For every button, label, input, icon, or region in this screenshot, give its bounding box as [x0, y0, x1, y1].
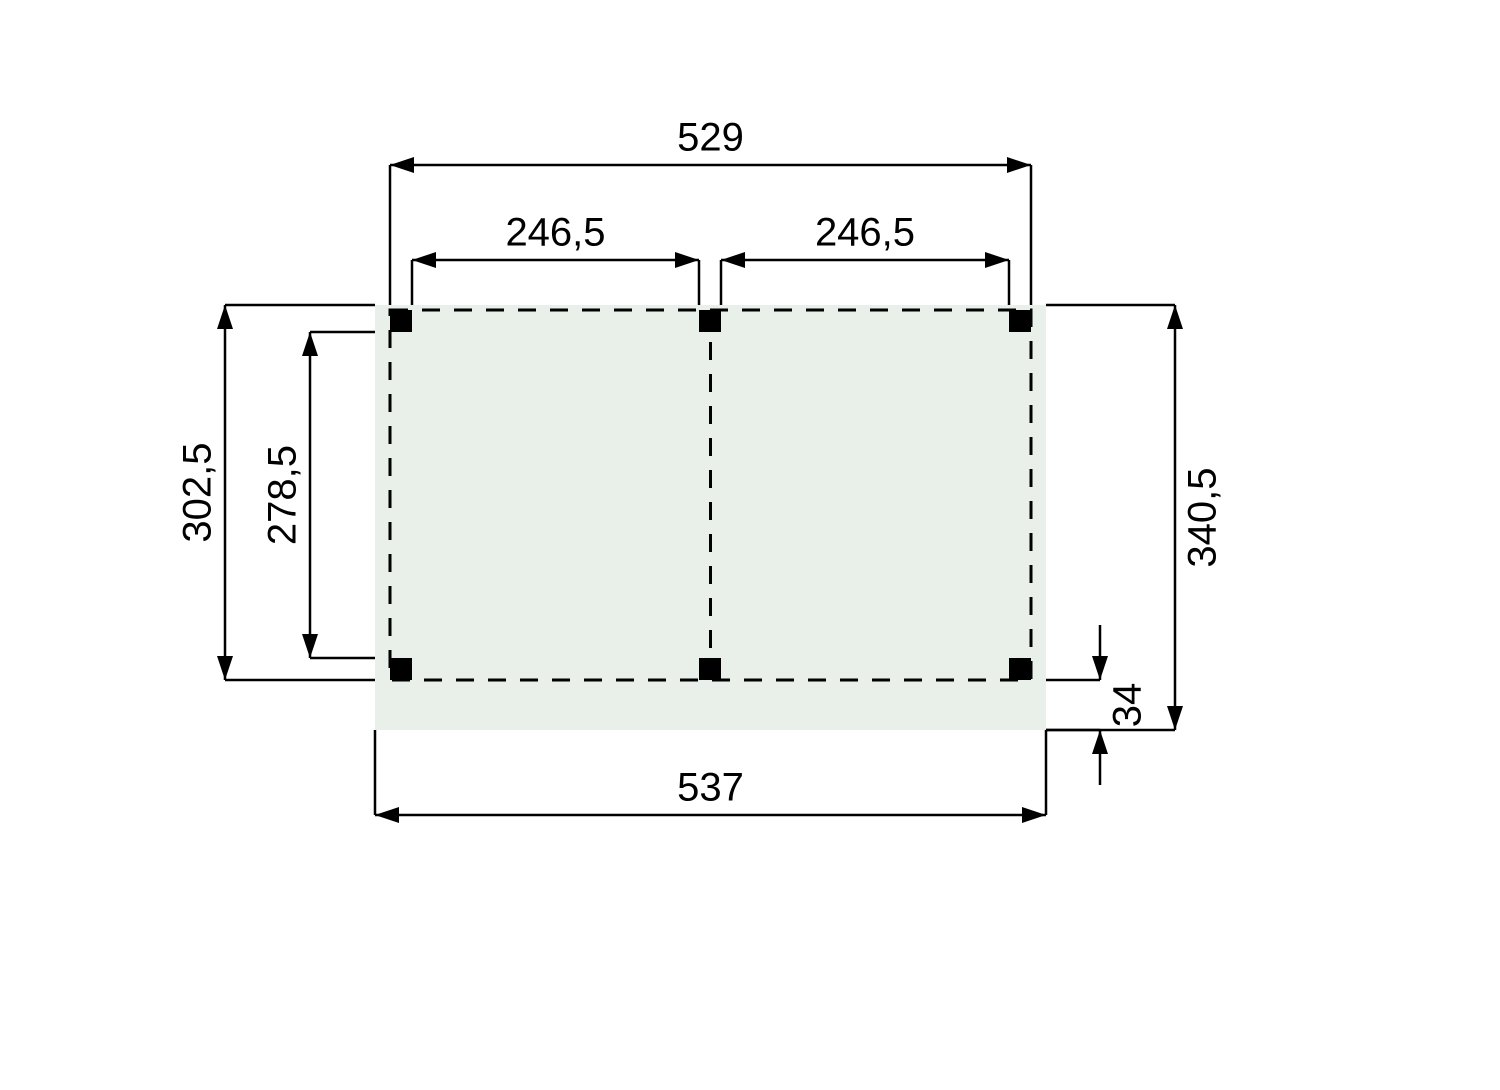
- dim-right-3405-label: 340,5: [1181, 467, 1225, 567]
- dim-right-3405: 340,5: [1046, 305, 1225, 730]
- dim-left-3025-label: 302,5: [176, 442, 220, 542]
- dim-right-34: 34: [1046, 625, 1150, 785]
- dim-bottom-537: 537: [375, 730, 1046, 815]
- post-marker: [390, 658, 412, 680]
- dim-top-529-label: 529: [677, 116, 744, 160]
- post-marker: [1009, 310, 1031, 332]
- dim-bottom-537-label: 537: [677, 766, 744, 810]
- dim-top-right-2465-label: 246,5: [815, 211, 915, 255]
- post-marker: [699, 310, 721, 332]
- dim-right-34-label: 34: [1106, 683, 1150, 728]
- technical-floor-plan: 529 246,5 246,5 537 302,5 278,5 340,5 34: [0, 0, 1500, 1090]
- post-marker: [1009, 658, 1031, 680]
- dim-top-left-2465-label: 246,5: [505, 211, 605, 255]
- post-marker: [390, 310, 412, 332]
- dim-left-2785-label: 278,5: [261, 445, 305, 545]
- dim-top-right-2465: 246,5: [721, 211, 1009, 305]
- dim-top-529: 529: [390, 116, 1031, 305]
- post-marker: [699, 658, 721, 680]
- dim-top-left-2465: 246,5: [412, 211, 699, 305]
- dim-left-2785: 278,5: [261, 332, 375, 658]
